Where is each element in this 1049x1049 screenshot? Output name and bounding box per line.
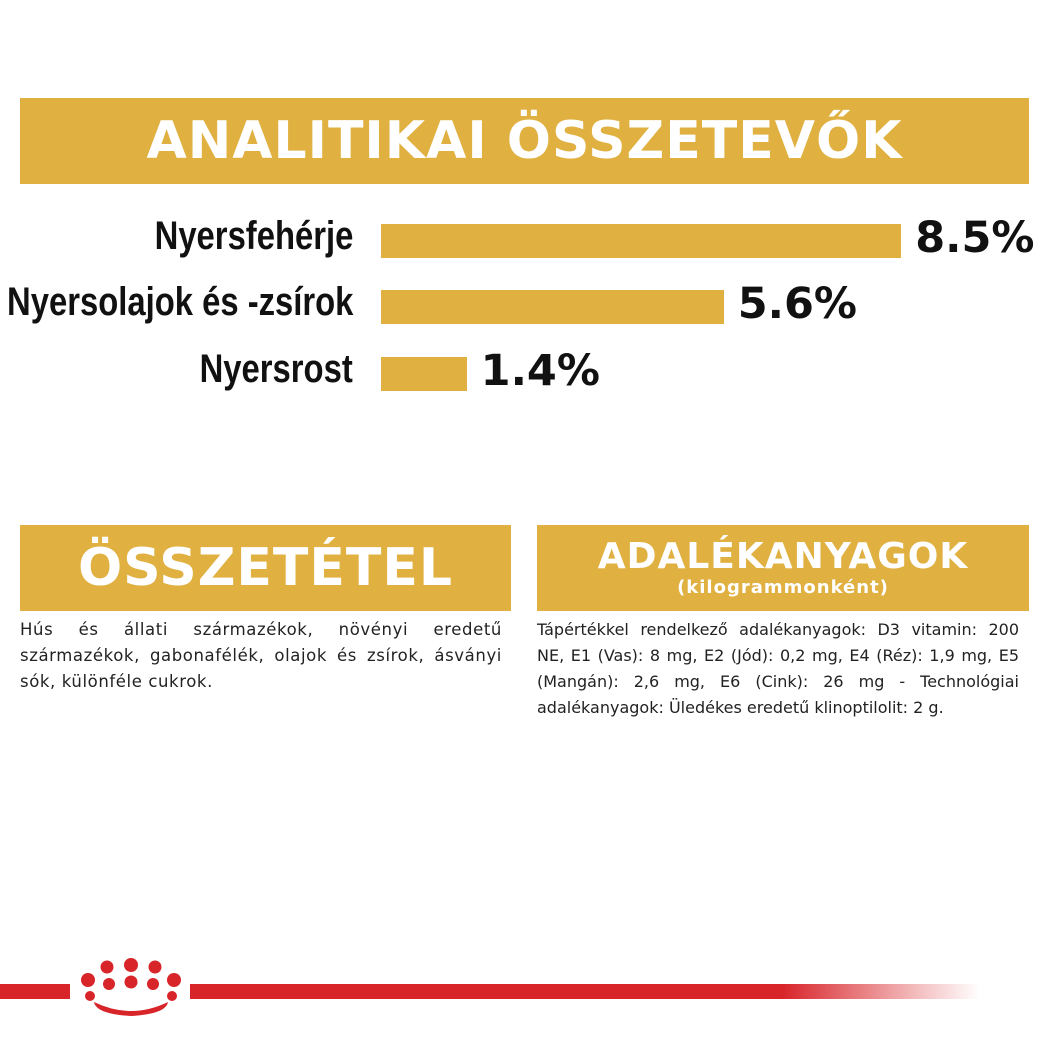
analytical-title-banner: ANALITIKAI ÖSSZETEVŐK xyxy=(20,98,1029,184)
bar-label: Nyersfehérje xyxy=(154,214,353,258)
analytical-title: ANALITIKAI ÖSSZETEVŐK xyxy=(146,111,903,171)
bar-value-label: 8.5% xyxy=(915,213,1035,263)
composition-title-banner: ÖSSZETÉTEL xyxy=(20,525,511,611)
additives-subtitle: (kilogrammonként) xyxy=(677,577,889,598)
additives-title-banner: ADALÉKANYAGOK (kilogrammonként) xyxy=(537,525,1029,611)
composition-title: ÖSSZETÉTEL xyxy=(77,538,454,598)
footer-red-line-left xyxy=(0,984,70,999)
bar xyxy=(381,224,902,258)
bar-value-label: 5.6% xyxy=(737,279,857,329)
composition-text: Hús és állati származékok, növényi erede… xyxy=(20,620,502,691)
royal-canin-crown-icon xyxy=(81,958,181,1016)
footer-red-line-right xyxy=(190,984,980,999)
bar-label: Nyersrost xyxy=(199,347,353,391)
bar xyxy=(381,357,467,391)
additives-text: Tápértékkel rendelkező adalékanyagok: D3… xyxy=(537,620,1019,717)
additives-title: ADALÉKANYAGOK xyxy=(597,536,969,577)
bar-value-label: 1.4% xyxy=(480,346,600,396)
bar-label: Nyersolajok és -zsírok xyxy=(6,280,353,324)
bar xyxy=(381,290,724,324)
